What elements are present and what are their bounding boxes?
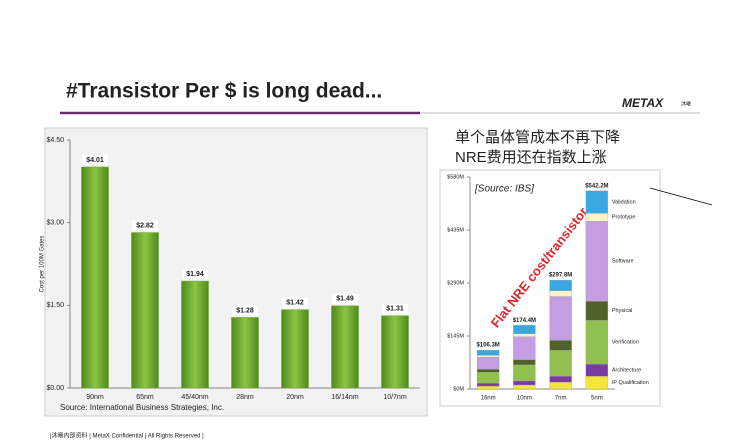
x-tick-label: 5nm: [591, 396, 603, 402]
bar-segment: [585, 363, 609, 377]
legend-label: Software: [612, 259, 634, 265]
y-tick-label: $435M: [447, 227, 464, 233]
y-axis-label: Cost per 100M Gates: [40, 235, 46, 292]
y-tick-label: $0M: [453, 386, 464, 392]
bar-segment: [549, 279, 572, 291]
logo: METAX: [622, 96, 664, 110]
bar-segment: [549, 290, 572, 297]
bar-segment: [513, 336, 536, 360]
bar-segment: [585, 221, 609, 302]
bar-segment: [513, 364, 536, 382]
legend-label: Validation: [612, 199, 636, 205]
bar: [181, 280, 209, 389]
bar-segment: [476, 385, 500, 390]
value-label-box: [82, 155, 108, 166]
value-label-box: [282, 297, 308, 308]
total-label: $174.4M: [513, 318, 536, 324]
value-label-box: [232, 305, 258, 316]
slide-title: #Transistor Per $ is long dead...: [66, 80, 382, 103]
bar: [381, 315, 409, 389]
y-tick-label: $3.00: [46, 220, 64, 227]
bar-segment: [549, 296, 572, 341]
value-label: $1.94: [186, 271, 204, 278]
bar-segment: [476, 357, 500, 370]
bar-segment: [585, 301, 609, 321]
x-tick-label: 10/7nm: [383, 394, 407, 401]
footer: |沐曦内部资料 | MetaX Confidential | All Right…: [50, 432, 204, 440]
total-label: $106.3M: [476, 343, 499, 349]
y-tick-label: $4.50: [46, 137, 64, 144]
y-tick-label: $290M: [447, 280, 464, 286]
value-label: $1.49: [336, 296, 354, 303]
y-tick-label: $1.50: [46, 302, 64, 309]
bar: [231, 317, 259, 389]
value-label: $1.42: [286, 300, 304, 307]
x-tick-label: 45/40nm: [181, 394, 208, 401]
bar-segment: [476, 355, 500, 358]
bar-segment: [513, 333, 536, 337]
bar: [131, 232, 159, 389]
value-label: $1.31: [386, 306, 404, 313]
x-tick-label: 90nm: [86, 394, 104, 401]
x-tick-label: 65nm: [136, 394, 154, 401]
bar-segment: [513, 380, 536, 386]
legend-label: Verification: [612, 340, 639, 346]
bar-segment: [585, 376, 609, 390]
bar-segment: [549, 340, 572, 351]
note: NRE费用还在指数上涨: [455, 149, 607, 166]
bar: [331, 305, 359, 389]
bar-segment: [585, 320, 609, 365]
bar-segment: [476, 349, 500, 356]
x-tick-label: 28nm: [236, 394, 254, 401]
annotation: [Source: IBS]: [474, 184, 534, 195]
total-label: $297.8M: [549, 273, 572, 279]
source: Source: International Business Strategie…: [60, 403, 224, 412]
bar-segment: [513, 384, 536, 390]
legend-label: IP Qualification: [612, 380, 649, 386]
value-label-box: [332, 293, 358, 304]
bar-segment: [476, 383, 500, 387]
legend-label: Architecture: [612, 368, 641, 374]
y-tick-label: $580M: [447, 174, 464, 180]
legend-label: Physical: [612, 308, 632, 314]
bar-segment: [585, 213, 609, 222]
value-label-box: [382, 303, 408, 314]
bar: [281, 309, 309, 389]
value-label: $2.82: [136, 222, 154, 229]
value-label-box: [132, 220, 158, 231]
bar-segment: [476, 369, 500, 373]
value-label-box: [182, 269, 208, 280]
x-tick-label: 10nm: [517, 396, 532, 402]
x-tick-label: 20nm: [286, 394, 304, 401]
legend-label: Prototype: [612, 215, 636, 221]
logo-sub: 沐曦: [681, 100, 691, 107]
x-tick-label: 7nm: [555, 396, 567, 402]
bar-segment: [476, 372, 500, 384]
pointer-line: [649, 187, 713, 206]
note: 单个晶体管成本不再下降: [455, 129, 620, 146]
y-tick-label: $145M: [447, 333, 464, 339]
y-tick-label: $0.00: [46, 385, 64, 392]
bar-segment: [549, 376, 572, 383]
bar-segment: [585, 190, 609, 214]
bar-segment: [513, 359, 536, 366]
total-label: $542.2M: [585, 183, 608, 189]
bar-segment: [549, 381, 572, 390]
bar-segment: [513, 325, 536, 334]
x-tick-label: 16/14nm: [331, 394, 358, 401]
bar: [81, 166, 109, 389]
value-label: $1.28: [236, 307, 254, 314]
bar-segment: [549, 350, 572, 377]
x-tick-label: 16nm: [481, 396, 496, 402]
value-label: $4.01: [86, 157, 104, 164]
